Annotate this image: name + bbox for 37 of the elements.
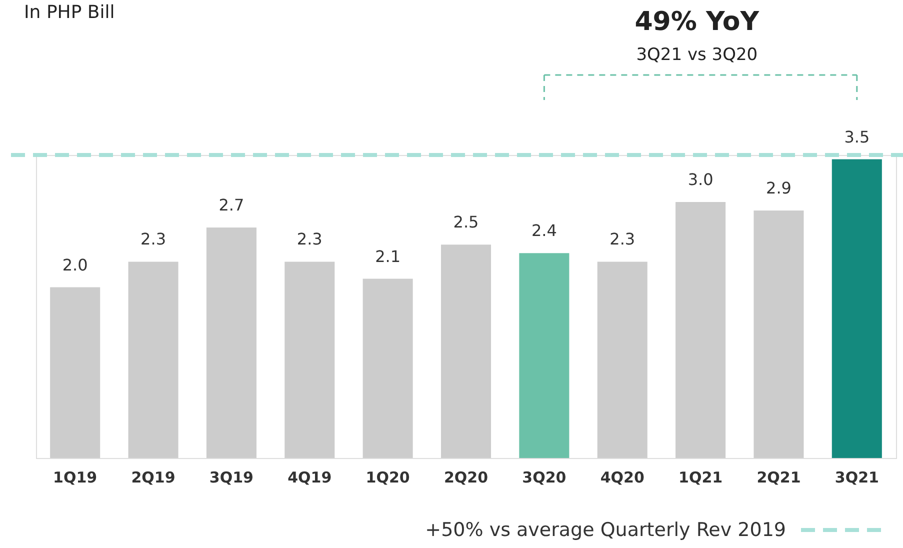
data-label: 2.7 (218, 196, 244, 215)
bar (440, 244, 492, 458)
bar (284, 262, 335, 458)
bar (362, 278, 413, 458)
legend-label: +50% vs average Quarterly Rev 2019 (425, 519, 786, 541)
data-label: 3.5 (844, 127, 870, 146)
data-label: 2.1 (375, 246, 401, 266)
data-label: 2.9 (766, 178, 792, 198)
text: 3Q21 vs 3Q20 (636, 45, 758, 65)
bar (519, 253, 570, 458)
x-tick-label: 4Q19 (288, 468, 332, 486)
bar (206, 228, 256, 458)
text: 49% YoY (634, 7, 760, 37)
x-tick-label: 1Q19 (53, 468, 98, 486)
x-tick-label: 3Q20 (522, 468, 566, 486)
x-tick-label: 4Q20 (600, 468, 644, 486)
data-label: 2.5 (453, 212, 479, 232)
x-tick-label: 3Q19 (209, 468, 254, 486)
data-label: 2.0 (62, 255, 88, 274)
bar (754, 210, 804, 458)
bar (50, 287, 100, 458)
bar (676, 202, 726, 458)
x-tick-label: 1Q20 (366, 468, 410, 486)
bar (832, 159, 882, 458)
bar (128, 262, 178, 458)
x-tick-label: 2Q19 (131, 468, 176, 486)
x-tick-label: 3Q21 (834, 468, 879, 486)
x-tick-label: 2Q20 (444, 468, 488, 486)
data-label: 2.4 (531, 221, 557, 240)
data-label: 3.0 (688, 170, 714, 189)
x-tick-label: 1Q21 (678, 468, 723, 486)
data-label: 2.3 (140, 230, 166, 249)
data-label: 2.3 (610, 230, 636, 249)
x-tick-label: 2Q21 (756, 468, 801, 486)
data-label: 2.3 (296, 230, 322, 249)
bar (597, 262, 648, 458)
text: In PHP Bill (24, 2, 115, 23)
